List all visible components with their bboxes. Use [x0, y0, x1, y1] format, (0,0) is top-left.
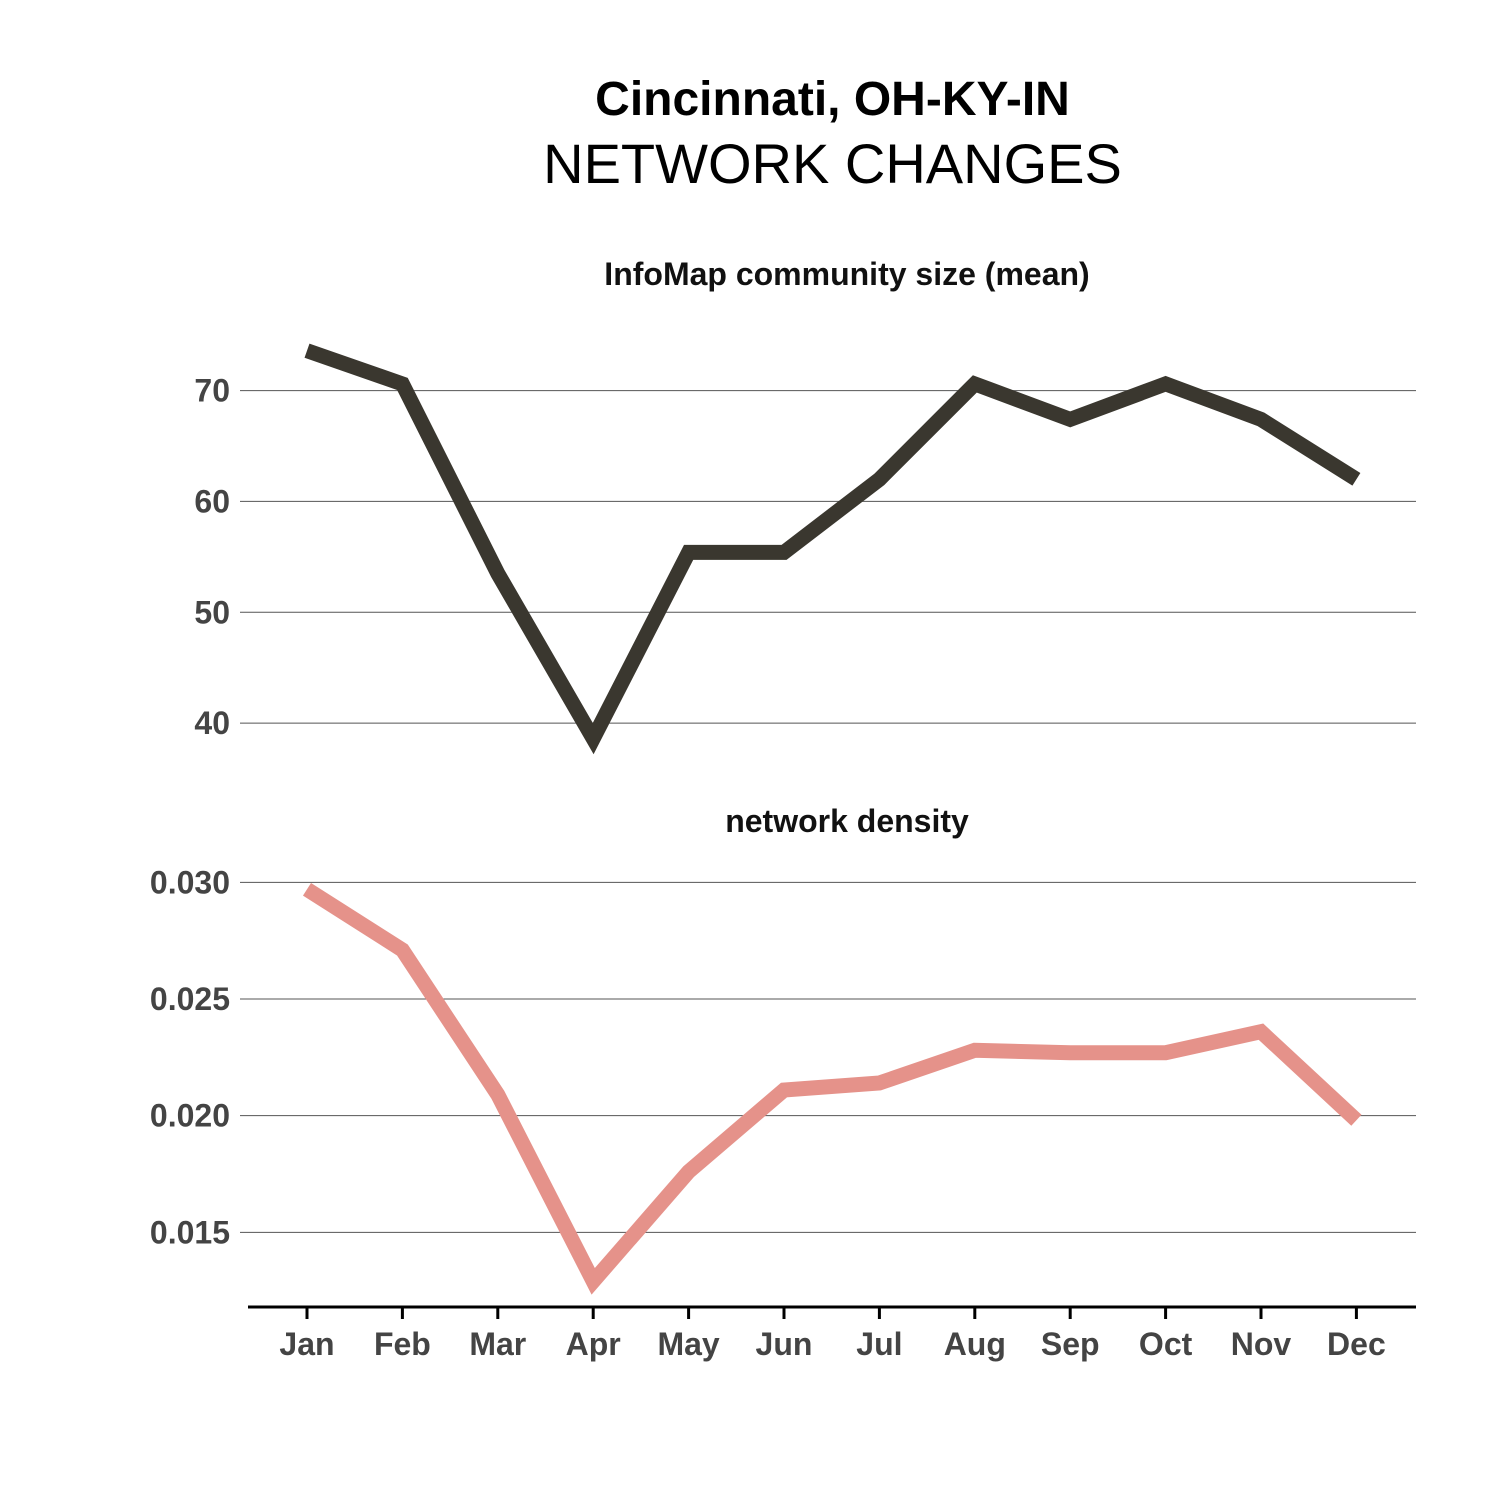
- chart-title-block: Cincinnati, OH-KY-IN NETWORK CHANGES: [0, 70, 1500, 198]
- data-point-p2-0: [306, 888, 308, 890]
- y-tick-label-p2-3: 0.030: [150, 864, 230, 900]
- data-point-p1-11: [1355, 478, 1357, 480]
- data-point-p2-9: [1165, 1052, 1167, 1054]
- data-point-p2-1: [401, 949, 403, 951]
- data-point-p2-2: [497, 1094, 499, 1096]
- x-tick-label-0: Jan: [279, 1326, 334, 1362]
- x-tick-label-10: Nov: [1231, 1326, 1292, 1362]
- x-tick-label-2: Mar: [469, 1326, 526, 1362]
- chart-title: Cincinnati, OH-KY-IN: [595, 73, 1070, 126]
- data-point-p1-1: [401, 383, 403, 385]
- x-tick-label-9: Oct: [1139, 1326, 1193, 1362]
- data-point-p1-5: [783, 551, 785, 553]
- data-point-p2-6: [878, 1082, 880, 1084]
- data-point-p2-4: [688, 1171, 690, 1173]
- series-line-p1-0: [304, 343, 1361, 755]
- data-point-p1-0: [306, 350, 308, 352]
- x-tick-label-3: Apr: [566, 1326, 621, 1362]
- x-tick-label-6: Jul: [856, 1326, 902, 1362]
- y-tick-label-p1-0: 40: [194, 705, 230, 741]
- data-point-p2-8: [1069, 1052, 1071, 1054]
- x-tick-label-8: Sep: [1041, 1326, 1100, 1362]
- data-point-p2-11: [1355, 1119, 1357, 1121]
- data-point-p2-3: [592, 1280, 594, 1282]
- y-tick-label-p1-3: 70: [194, 373, 230, 409]
- y-tick-label-p2-1: 0.020: [150, 1098, 230, 1134]
- data-point-p2-7: [974, 1049, 976, 1051]
- x-tick-label-4: May: [657, 1326, 719, 1362]
- panel-title-1: InfoMap community size (mean): [604, 256, 1089, 292]
- x-tick-label-11: Dec: [1327, 1326, 1386, 1362]
- data-point-p1-10: [1260, 418, 1262, 420]
- data-point-p1-7: [974, 383, 976, 385]
- x-tick-label-1: Feb: [374, 1326, 431, 1362]
- y-tick-label-p1-1: 50: [194, 594, 230, 630]
- panel-title-2: network density: [725, 803, 969, 839]
- x-tick-label-7: Aug: [944, 1326, 1006, 1362]
- data-point-p1-9: [1165, 383, 1167, 385]
- y-tick-label-p2-2: 0.025: [150, 981, 230, 1017]
- data-point-p2-10: [1260, 1031, 1262, 1033]
- data-point-p1-8: [1069, 418, 1071, 420]
- data-point-p1-3: [592, 738, 594, 740]
- chart-subtitle: NETWORK CHANGES: [543, 132, 1122, 195]
- data-point-p1-6: [878, 478, 880, 480]
- x-tick-label-5: Jun: [756, 1326, 813, 1362]
- series-line-p2-0: [302, 882, 1362, 1295]
- data-point-p1-2: [497, 572, 499, 574]
- y-tick-label-p1-2: 60: [194, 483, 230, 519]
- data-point-p2-5: [783, 1089, 785, 1091]
- y-tick-label-p2-0: 0.015: [150, 1214, 230, 1250]
- data-point-p1-4: [688, 551, 690, 553]
